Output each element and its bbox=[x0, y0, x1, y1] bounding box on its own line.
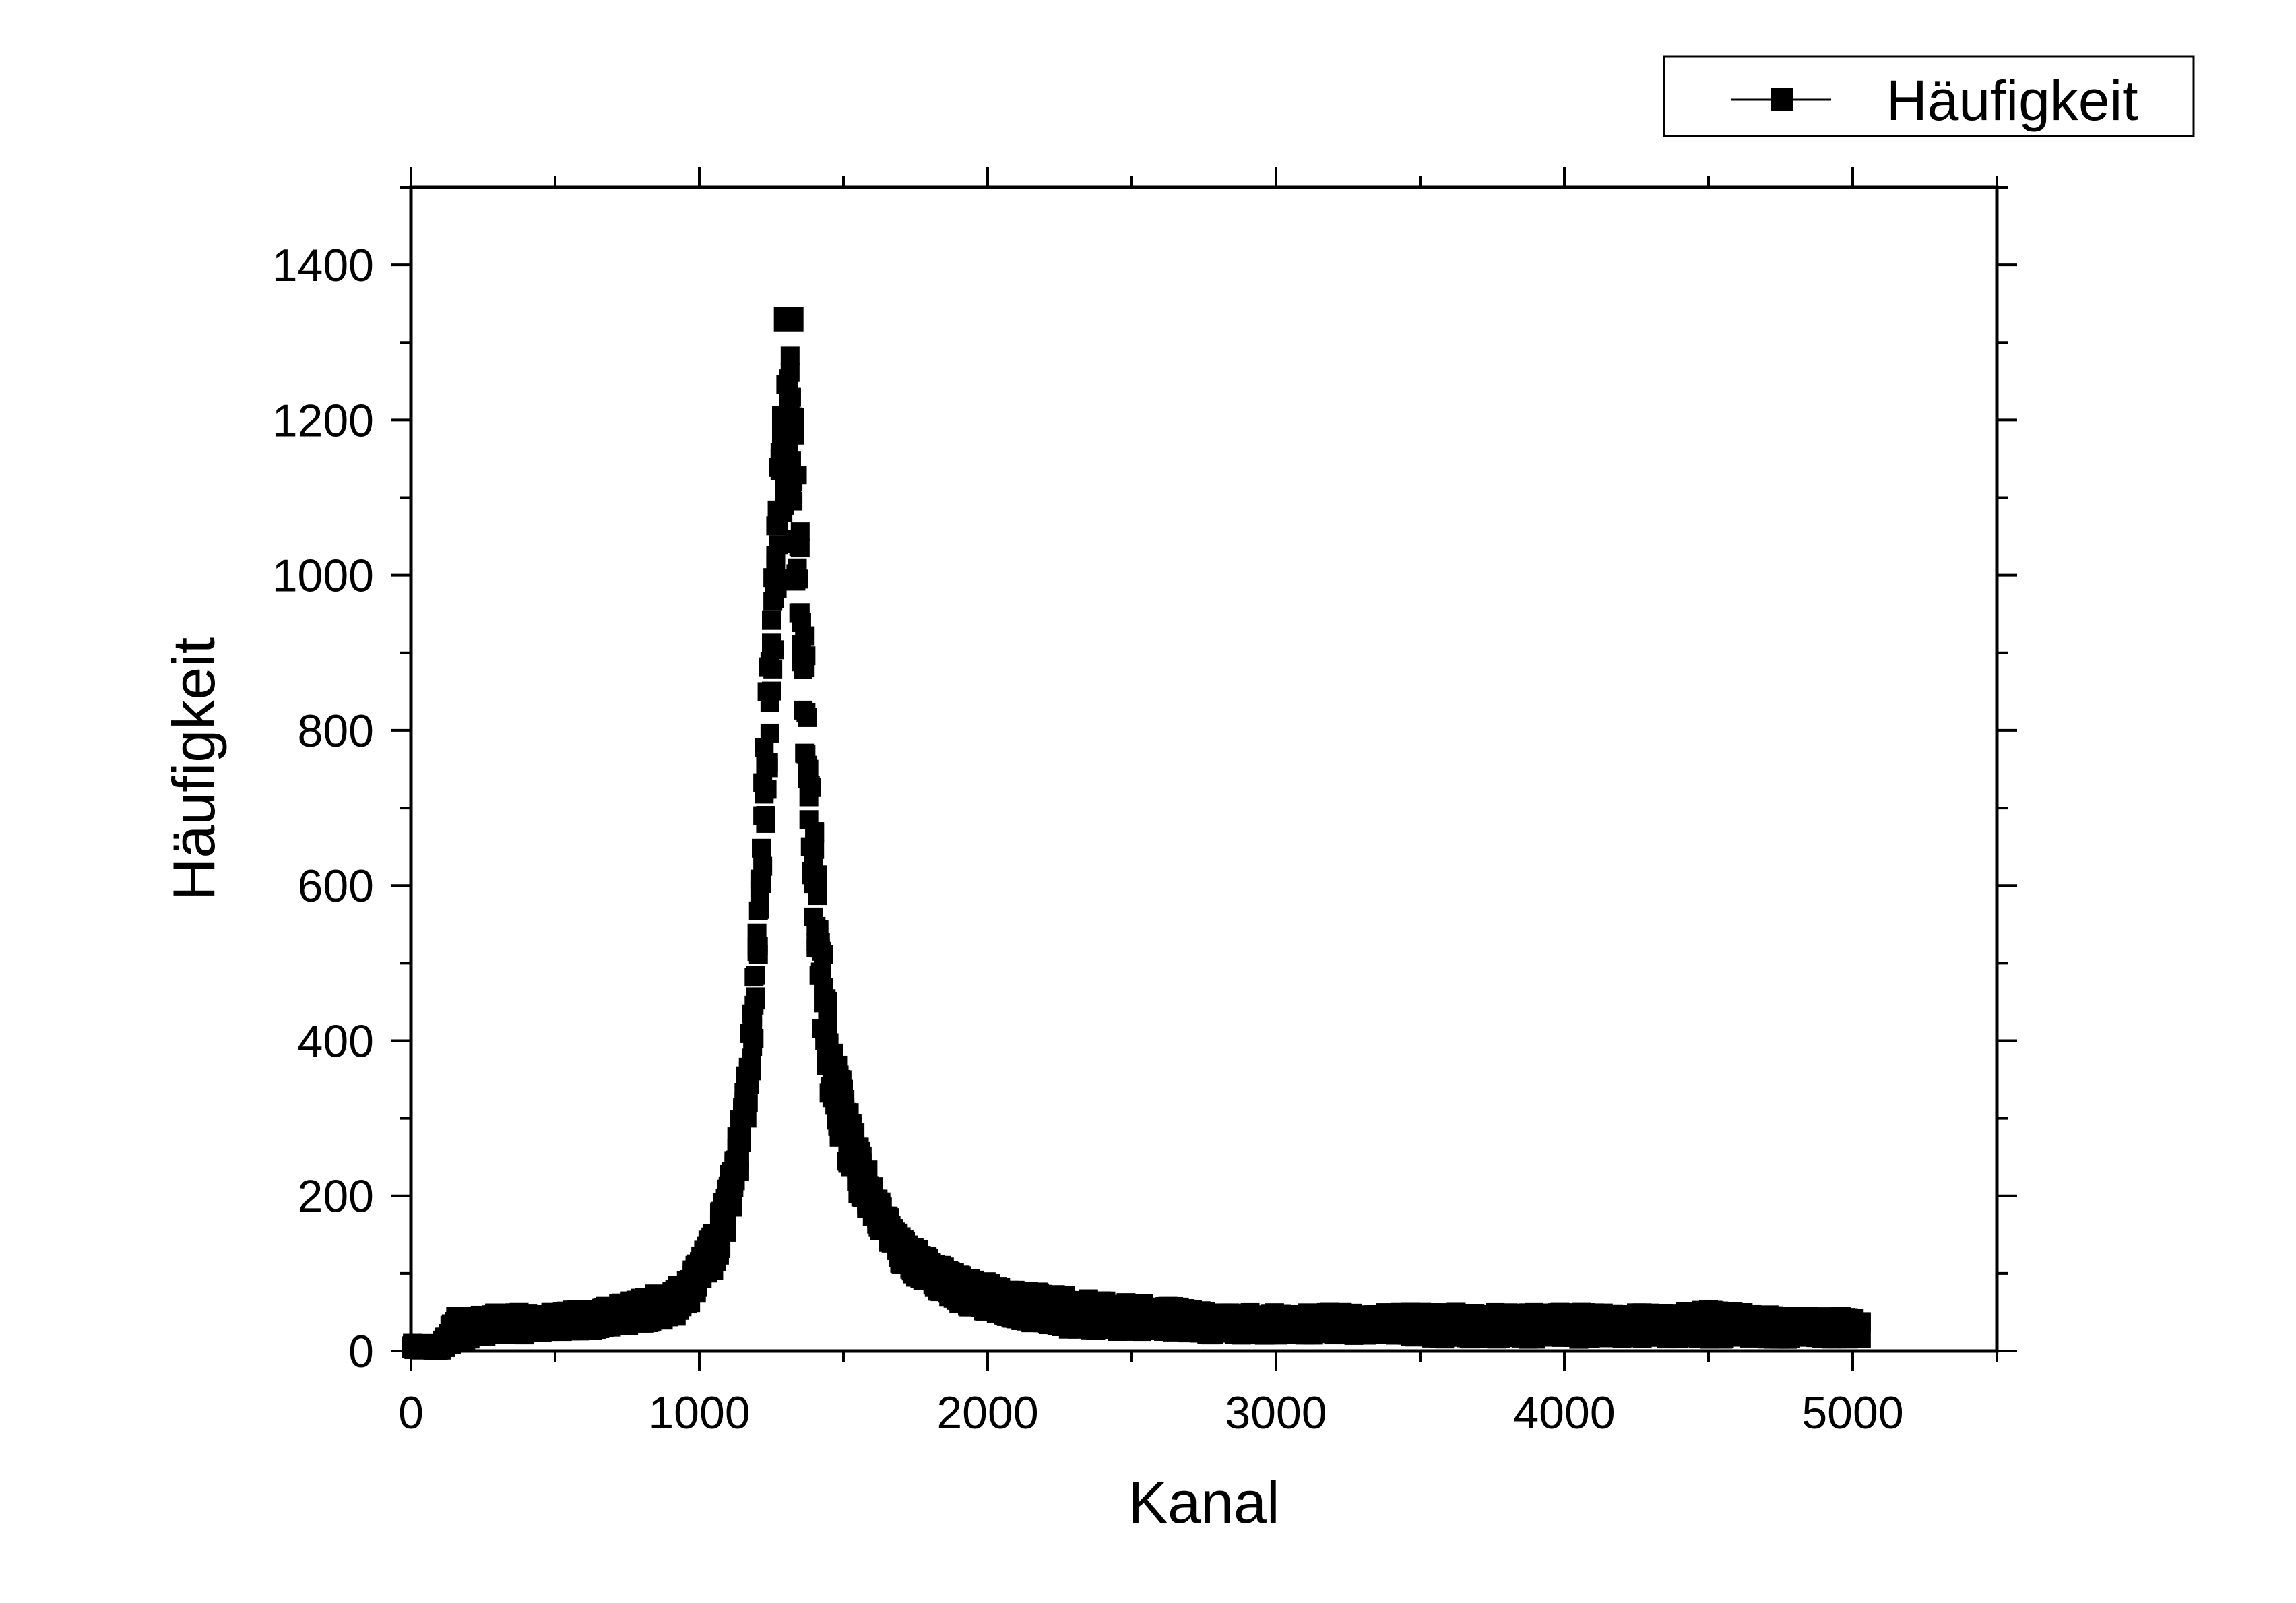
data-point bbox=[767, 579, 787, 599]
data-point bbox=[746, 966, 765, 985]
data-point bbox=[780, 363, 800, 382]
data-point bbox=[785, 425, 804, 445]
data-point bbox=[796, 646, 816, 666]
data-point bbox=[790, 522, 810, 542]
data-point bbox=[748, 937, 768, 956]
data-point bbox=[782, 387, 801, 407]
x-tick-label: 4000 bbox=[1513, 1387, 1615, 1439]
x-tick-label: 2000 bbox=[936, 1387, 1038, 1439]
data-point bbox=[784, 491, 803, 511]
data-point bbox=[769, 535, 788, 555]
data-point bbox=[711, 1239, 731, 1259]
data-point bbox=[730, 1162, 749, 1181]
data-point bbox=[763, 659, 783, 679]
data-point bbox=[790, 538, 810, 558]
data-point bbox=[780, 346, 800, 366]
legend-marker-square bbox=[1771, 88, 1793, 111]
ticks-layer bbox=[391, 167, 2017, 1371]
legend: Häufigkeit bbox=[1663, 55, 2195, 137]
data-point bbox=[732, 1133, 751, 1152]
data-point bbox=[760, 723, 779, 743]
data-point bbox=[814, 945, 833, 964]
data-point bbox=[738, 1093, 758, 1112]
y-axis-title: Häufigkeit bbox=[160, 637, 227, 901]
y-tick-label: 1200 bbox=[272, 395, 374, 446]
data-point bbox=[812, 962, 831, 982]
data-point bbox=[818, 991, 837, 1011]
data-point bbox=[1851, 1313, 1871, 1333]
data-point bbox=[818, 1014, 837, 1034]
x-tick-label: 1000 bbox=[648, 1387, 750, 1439]
data-point bbox=[788, 466, 807, 485]
x-tick-label: 3000 bbox=[1225, 1387, 1327, 1439]
data-point bbox=[765, 640, 784, 660]
data-point bbox=[746, 987, 765, 1007]
data-point bbox=[802, 778, 821, 797]
y-tick-label: 0 bbox=[348, 1326, 374, 1377]
data-point bbox=[742, 1061, 761, 1081]
legend-label: Häufigkeit bbox=[1886, 69, 2138, 132]
data-point bbox=[752, 838, 771, 858]
data-point bbox=[753, 856, 773, 876]
data-point bbox=[808, 878, 827, 898]
y-tick-label: 600 bbox=[298, 860, 374, 912]
data-point bbox=[750, 900, 769, 919]
y-tick-label: 200 bbox=[298, 1171, 374, 1222]
data-point bbox=[785, 408, 804, 427]
y-tick-label: 400 bbox=[298, 1015, 374, 1067]
data-point bbox=[789, 569, 808, 589]
y-tick-label: 1400 bbox=[272, 240, 374, 291]
data-point bbox=[744, 1029, 764, 1048]
data-point bbox=[757, 780, 777, 799]
y-tick-label: 800 bbox=[298, 705, 374, 757]
data-point-peak bbox=[773, 307, 804, 332]
data-point bbox=[756, 813, 775, 833]
data-point bbox=[762, 610, 781, 630]
x-tick-label: 5000 bbox=[1801, 1387, 1903, 1439]
data-point bbox=[799, 759, 819, 779]
data-point bbox=[723, 1194, 742, 1214]
data-point bbox=[759, 758, 778, 778]
y-tick-label: 1000 bbox=[272, 551, 374, 602]
data-point bbox=[805, 823, 825, 843]
data-point bbox=[798, 708, 817, 727]
data-point bbox=[762, 681, 781, 701]
data-point bbox=[805, 840, 825, 859]
x-axis-title: Kanal bbox=[1128, 1469, 1279, 1536]
data-point bbox=[1851, 1329, 1871, 1349]
data-point bbox=[717, 1216, 736, 1236]
x-tick-label: 0 bbox=[398, 1387, 424, 1439]
data-point bbox=[795, 626, 815, 646]
